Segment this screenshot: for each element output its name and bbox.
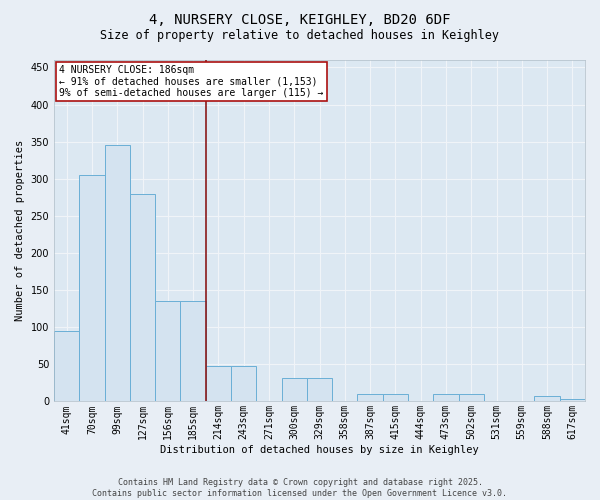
- Bar: [206, 366, 231, 402]
- Text: Size of property relative to detached houses in Keighley: Size of property relative to detached ho…: [101, 29, 499, 42]
- Bar: [181, 301, 206, 402]
- Bar: [54, 331, 79, 402]
- Bar: [231, 366, 256, 402]
- Bar: [535, 396, 560, 402]
- Bar: [458, 394, 484, 402]
- Bar: [104, 146, 130, 402]
- Bar: [307, 378, 332, 402]
- Bar: [130, 194, 155, 402]
- Text: Contains HM Land Registry data © Crown copyright and database right 2025.
Contai: Contains HM Land Registry data © Crown c…: [92, 478, 508, 498]
- Bar: [383, 394, 408, 402]
- Bar: [560, 399, 585, 402]
- Bar: [433, 394, 458, 402]
- Y-axis label: Number of detached properties: Number of detached properties: [15, 140, 25, 322]
- Bar: [155, 301, 181, 402]
- Bar: [358, 394, 383, 402]
- Text: 4, NURSERY CLOSE, KEIGHLEY, BD20 6DF: 4, NURSERY CLOSE, KEIGHLEY, BD20 6DF: [149, 12, 451, 26]
- X-axis label: Distribution of detached houses by size in Keighley: Distribution of detached houses by size …: [160, 445, 479, 455]
- Text: 4 NURSERY CLOSE: 186sqm
← 91% of detached houses are smaller (1,153)
9% of semi-: 4 NURSERY CLOSE: 186sqm ← 91% of detache…: [59, 65, 324, 98]
- Bar: [281, 378, 307, 402]
- Bar: [79, 175, 104, 402]
